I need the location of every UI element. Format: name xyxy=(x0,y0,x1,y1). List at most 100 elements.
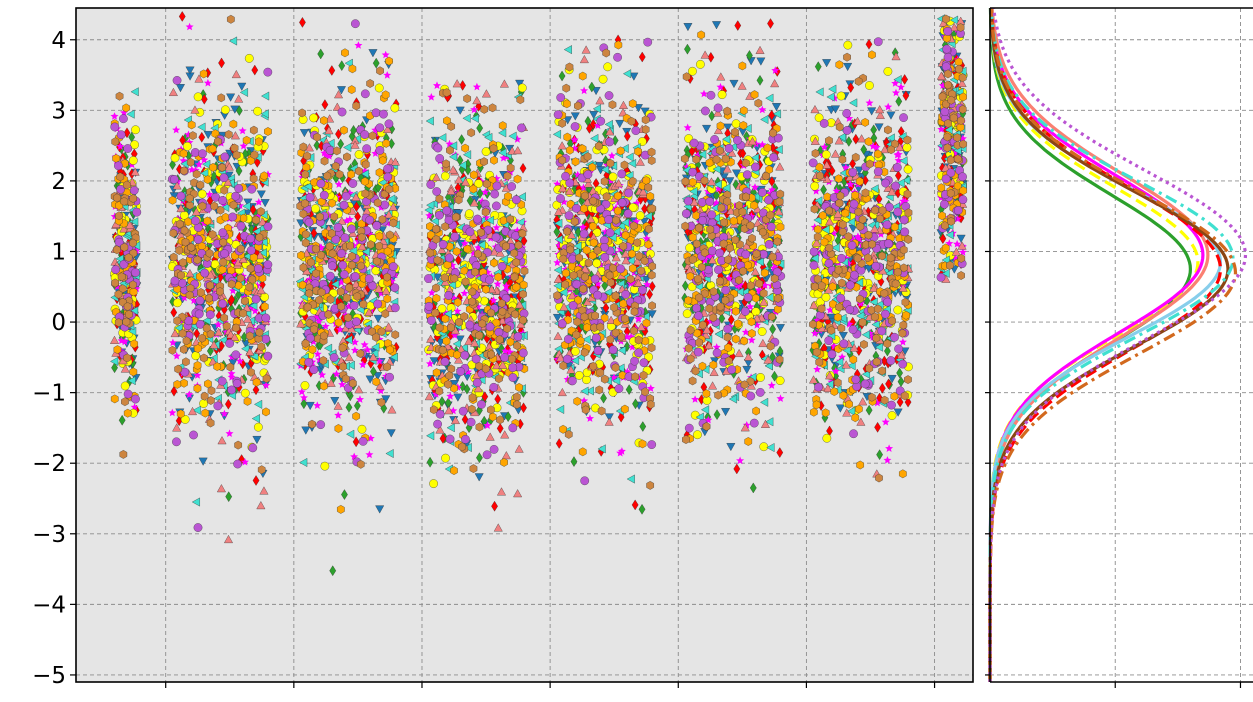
data-point xyxy=(231,192,239,200)
data-point xyxy=(442,207,450,215)
data-point xyxy=(615,384,623,392)
data-point xyxy=(131,126,139,134)
data-point xyxy=(461,351,469,359)
data-point xyxy=(171,277,179,285)
data-point xyxy=(360,130,368,138)
data-point xyxy=(218,196,226,204)
data-point xyxy=(495,328,503,336)
data-point xyxy=(509,363,517,371)
data-point xyxy=(385,373,393,381)
data-point xyxy=(264,68,272,76)
data-point xyxy=(372,109,380,117)
data-point xyxy=(262,314,270,322)
data-point xyxy=(636,211,644,219)
data-point xyxy=(624,209,632,217)
data-point xyxy=(170,175,178,183)
data-point xyxy=(130,186,138,194)
data-point xyxy=(111,265,119,273)
data-point xyxy=(605,91,613,99)
data-point xyxy=(713,349,721,357)
data-point xyxy=(233,379,241,387)
data-point xyxy=(429,479,437,487)
data-point xyxy=(114,162,122,170)
data-point xyxy=(616,265,624,273)
data-point xyxy=(305,358,313,366)
data-point xyxy=(498,262,506,270)
data-point xyxy=(569,301,577,309)
data-point xyxy=(220,249,228,257)
data-point xyxy=(572,204,580,212)
data-point xyxy=(693,431,701,439)
data-point xyxy=(196,296,204,304)
data-point xyxy=(593,291,601,299)
data-point xyxy=(594,347,602,355)
data-point xyxy=(391,283,399,291)
data-point xyxy=(433,187,441,195)
data-point xyxy=(444,291,452,299)
data-point xyxy=(366,216,374,224)
data-point xyxy=(683,310,691,318)
data-point xyxy=(198,149,206,157)
data-point xyxy=(445,254,453,262)
data-point xyxy=(507,182,515,190)
data-point xyxy=(172,438,180,446)
data-point xyxy=(320,191,328,199)
data-point xyxy=(609,173,617,181)
data-point xyxy=(380,201,388,209)
data-point xyxy=(493,182,501,190)
data-point xyxy=(192,352,200,360)
data-point xyxy=(580,477,588,485)
data-point xyxy=(383,165,391,173)
data-point xyxy=(350,301,358,309)
data-point xyxy=(317,179,325,187)
data-point xyxy=(575,371,583,379)
data-point xyxy=(519,349,527,357)
data-point xyxy=(556,194,564,202)
data-point xyxy=(340,270,348,278)
data-point xyxy=(341,234,349,242)
data-point xyxy=(375,84,383,92)
data-point xyxy=(554,110,562,118)
data-point xyxy=(604,215,612,223)
data-point xyxy=(509,373,517,381)
data-point xyxy=(644,38,652,46)
data-point xyxy=(565,211,573,219)
data-point xyxy=(351,19,359,27)
data-point xyxy=(330,353,338,361)
data-point xyxy=(219,229,227,237)
data-point xyxy=(509,424,517,432)
data-point xyxy=(262,335,270,343)
data-point xyxy=(206,310,214,318)
data-point xyxy=(361,90,369,98)
data-point xyxy=(129,156,137,164)
data-point xyxy=(756,373,764,381)
data-point xyxy=(613,53,621,61)
data-point xyxy=(221,106,229,114)
data-point xyxy=(374,300,382,308)
data-point xyxy=(234,184,242,192)
data-point xyxy=(698,198,706,206)
data-point xyxy=(557,93,565,101)
data-point xyxy=(301,381,309,389)
data-point xyxy=(561,172,569,180)
data-point xyxy=(311,204,319,212)
data-point xyxy=(456,367,464,375)
data-point xyxy=(500,353,508,361)
data-point xyxy=(640,358,648,366)
data-point xyxy=(434,144,442,152)
data-point xyxy=(376,146,384,154)
data-point xyxy=(441,172,449,180)
data-point xyxy=(328,262,336,270)
data-point xyxy=(358,425,366,433)
data-point xyxy=(732,120,740,128)
data-point xyxy=(490,445,498,453)
data-point xyxy=(111,123,119,131)
data-point xyxy=(696,60,704,68)
data-point xyxy=(340,201,348,209)
data-point xyxy=(195,310,203,318)
data-point xyxy=(621,290,629,298)
data-point xyxy=(198,190,206,198)
data-point xyxy=(253,107,261,115)
